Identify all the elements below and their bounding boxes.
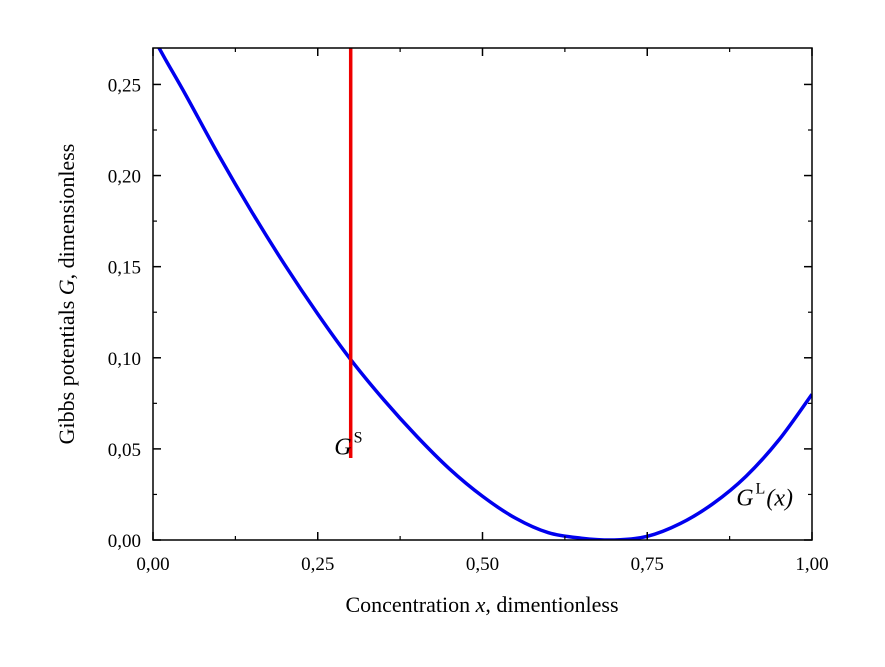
x-axis-title: Concentration x, dimentionless (345, 592, 618, 617)
y-tick-label: 0,05 (108, 440, 141, 461)
y-tick-label: 0,10 (108, 349, 141, 370)
y-axis-title-prefix: Gibbs potentials (54, 295, 79, 444)
y-axis-ticks: 0,00 0,05 0,10 0,15 0,20 0,25 (108, 75, 812, 552)
x-tick-label: 0,25 (301, 554, 334, 575)
annotation-base: G (736, 485, 753, 511)
curve-annotation-1: G L(x) (736, 480, 793, 511)
y-tick-label: 0,20 (108, 167, 141, 188)
y-axis-title: Gibbs potentials G, dimensionless (54, 144, 79, 445)
x-tick-label: 0,50 (466, 554, 499, 575)
annotation-superscript: L (756, 480, 766, 497)
x-axis-title-var: x (475, 592, 486, 617)
y-axis-title-suffix: , dimensionless (54, 144, 79, 280)
series-layer (157, 48, 812, 540)
y-tick-label: 0,15 (108, 258, 141, 279)
plot-frame (152, 47, 813, 541)
x-axis-title-prefix: Concentration (345, 592, 475, 617)
annotations: G SG L(x) (334, 429, 793, 511)
annotation-superscript: S (354, 429, 363, 446)
series-line-0 (157, 48, 812, 540)
y-tick-label: 0,25 (108, 75, 141, 96)
annotation-argument: (x) (766, 485, 793, 511)
x-axis-title-suffix: , dimentionless (485, 592, 618, 617)
x-tick-label: 0,00 (136, 554, 169, 575)
x-axis-ticks: 0,00 0,25 0,50 0,75 1,00 (136, 48, 829, 575)
x-tick-label: 1,00 (795, 554, 828, 575)
annotation-base: G (334, 434, 351, 460)
x-tick-label: 0,75 (631, 554, 664, 575)
y-axis-title-var: G (54, 279, 79, 295)
y-tick-label: 0,00 (108, 531, 141, 552)
